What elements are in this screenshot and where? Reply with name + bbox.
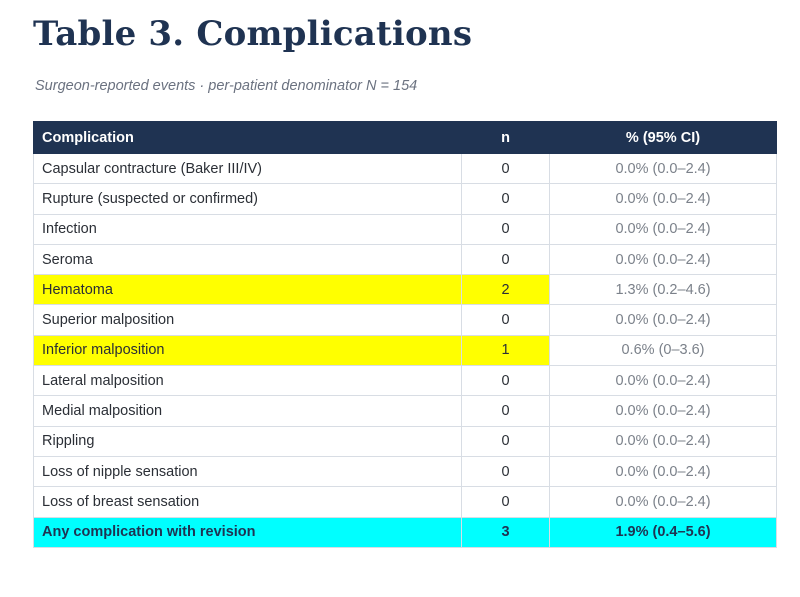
header-pct: % (95% CI) [549, 121, 777, 154]
table-header-row: Complication n % (95% CI) [33, 121, 777, 154]
header-n: n [461, 121, 550, 154]
count-cell: 0 [461, 213, 550, 245]
page-title: Table 3. Complications [33, 14, 473, 54]
table-row: Seroma 0 0.0% (0.0–2.4) [33, 243, 777, 276]
count-cell: 0 [461, 243, 550, 276]
table-row: Hematoma 2 1.3% (0.2–4.6) [33, 274, 777, 306]
percent-ci-cell: 0.0% (0.0–2.4) [549, 365, 777, 397]
percent-ci-cell: 0.0% (0.0–2.4) [549, 425, 777, 457]
percent-ci-cell: 0.0% (0.0–2.4) [549, 455, 777, 488]
complication-cell: Any complication with revision [33, 516, 462, 548]
percent-ci-cell: 0.0% (0.0–2.4) [549, 183, 777, 215]
percent-ci-cell: 1.3% (0.2–4.6) [549, 274, 777, 306]
complication-cell: Superior malposition [33, 304, 462, 336]
complication-cell: Rupture (suspected or confirmed) [33, 183, 462, 215]
complication-cell: Medial malposition [33, 395, 462, 427]
count-cell: 0 [461, 304, 550, 336]
count-cell: 1 [461, 334, 550, 367]
count-cell: 0 [461, 486, 550, 518]
table-row: Lateral malposition 0 0.0% (0.0–2.4) [33, 365, 777, 397]
complication-cell: Hematoma [33, 274, 462, 306]
table-body: Capsular contracture (Baker III/IV) 0 0.0%… [33, 152, 777, 548]
count-cell: 3 [461, 516, 550, 548]
percent-ci-cell: 0.0% (0.0–2.4) [549, 395, 777, 427]
complication-cell: Rippling [33, 425, 462, 457]
table-row: Loss of nipple sensation 0 0.0% (0.0–2.4) [33, 455, 777, 488]
count-cell: 0 [461, 395, 550, 427]
table-row: Inferior malposition 1 0.6% (0–3.6) [33, 334, 777, 367]
complication-cell: Inferior malposition [33, 334, 462, 367]
complication-cell: Seroma [33, 243, 462, 276]
percent-ci-cell: 0.0% (0.0–2.4) [549, 152, 777, 185]
count-cell: 2 [461, 274, 550, 306]
complication-cell: Lateral malposition [33, 365, 462, 397]
count-cell: 0 [461, 455, 550, 488]
table-row: Superior malposition 0 0.0% (0.0–2.4) [33, 304, 777, 336]
complication-cell: Infection [33, 213, 462, 245]
percent-ci-cell: 0.0% (0.0–2.4) [549, 486, 777, 518]
percent-ci-cell: 0.0% (0.0–2.4) [549, 304, 777, 336]
complications-table: Complication n % (95% CI) Capsular contr… [33, 121, 777, 548]
page-subtitle: Surgeon-reported events · per-patient de… [35, 78, 418, 94]
count-cell: 0 [461, 425, 550, 457]
complication-cell: Loss of breast sensation [33, 486, 462, 518]
percent-ci-cell: 1.9% (0.4–5.6) [549, 516, 777, 548]
table-total-row: Any complication with revision 3 1.9% (0.4… [33, 516, 777, 548]
table-row: Medial malposition 0 0.0% (0.0–2.4) [33, 395, 777, 427]
table-row: Loss of breast sensation 0 0.0% (0.0–2.4) [33, 486, 777, 518]
count-cell: 0 [461, 183, 550, 215]
header-complication: Complication [33, 121, 462, 154]
complication-cell: Loss of nipple sensation [33, 455, 462, 488]
complication-cell: Capsular contracture (Baker III/IV) [33, 152, 462, 185]
percent-ci-cell: 0.0% (0.0–2.4) [549, 213, 777, 245]
percent-ci-cell: 0.6% (0–3.6) [549, 334, 777, 367]
count-cell: 0 [461, 365, 550, 397]
table-row: Capsular contracture (Baker III/IV) 0 0.0%… [33, 152, 777, 185]
table-row: Rippling 0 0.0% (0.0–2.4) [33, 425, 777, 457]
table-row: Infection 0 0.0% (0.0–2.4) [33, 213, 777, 245]
count-cell: 0 [461, 152, 550, 185]
table-row: Rupture (suspected or confirmed) 0 0.0% (0… [33, 183, 777, 215]
percent-ci-cell: 0.0% (0.0–2.4) [549, 243, 777, 276]
